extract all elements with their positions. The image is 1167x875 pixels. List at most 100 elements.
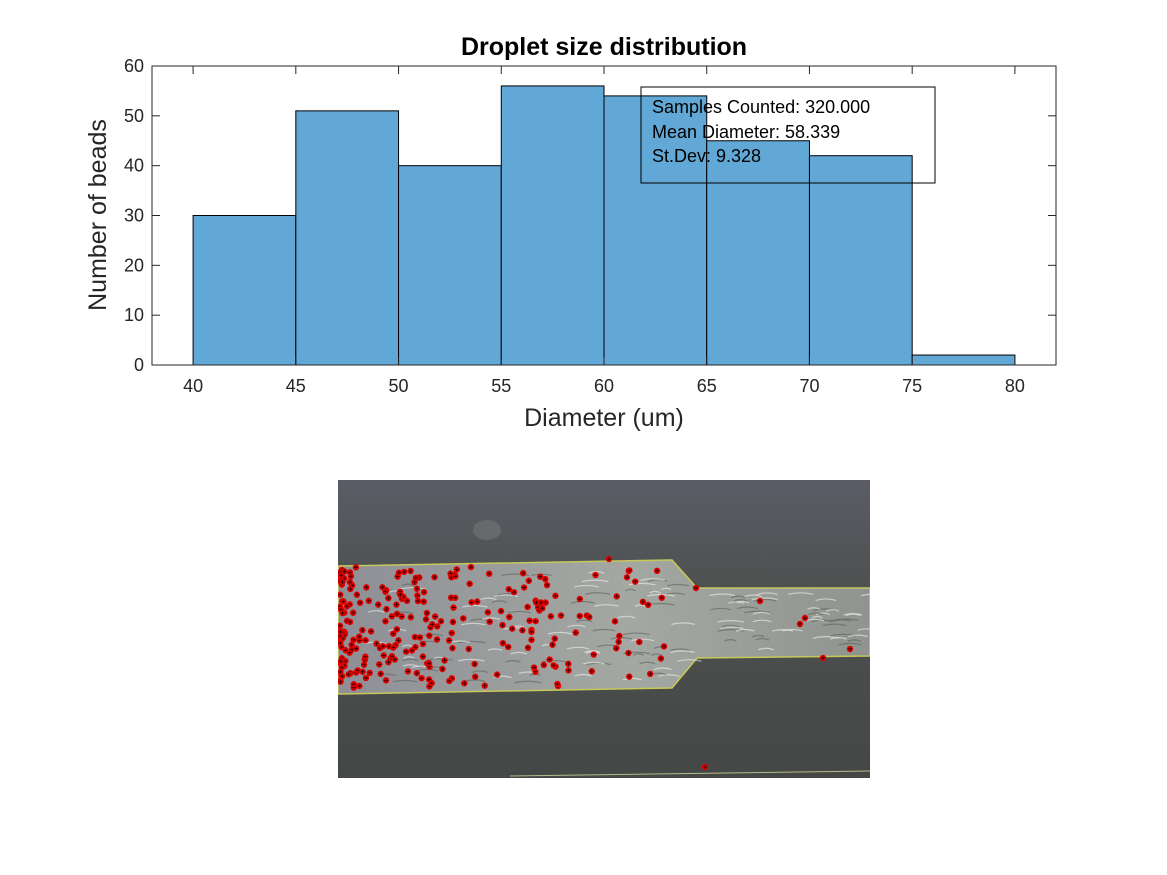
droplet-marker (393, 601, 400, 608)
droplet-marker (472, 673, 479, 680)
droplet-marker (355, 633, 363, 640)
droplet-marker (339, 609, 346, 617)
y-tick-label: 60 (124, 56, 144, 76)
droplet-marker (338, 622, 344, 629)
droplet-marker (586, 613, 593, 621)
ripple-line (574, 584, 599, 588)
droplet-marker (376, 661, 383, 668)
histogram-bar (808, 155, 913, 366)
ripple-line (660, 587, 672, 591)
ripple-line (755, 637, 770, 641)
x-tick-label: 75 (902, 376, 922, 396)
ripple-line (744, 594, 763, 598)
x-tick-label: 80 (1005, 376, 1025, 396)
droplet-marker (401, 568, 408, 576)
droplet-marker (528, 628, 535, 636)
ripple-line (628, 582, 656, 586)
ripple-line (825, 609, 840, 612)
droplet-marker (419, 640, 427, 648)
droplet-marker (510, 588, 518, 596)
droplet-marker (449, 644, 456, 652)
droplet-marker (448, 629, 455, 637)
ripple-line (724, 638, 737, 642)
stats-stdev: St.Dev: 9.328 (652, 146, 761, 166)
x-tick-label: 70 (799, 376, 819, 396)
ripple-line (622, 677, 642, 681)
ripple-line (584, 650, 600, 653)
droplet-marker (626, 673, 633, 680)
droplet-marker (615, 638, 622, 646)
blur-spot (473, 520, 501, 540)
droplet-marker (466, 580, 473, 587)
ripple-line (677, 659, 702, 662)
histogram-bar (295, 110, 400, 366)
ripple-line (838, 642, 863, 646)
droplet-marker (613, 644, 620, 652)
droplet-marker (338, 628, 344, 636)
droplet-marker (380, 652, 387, 659)
droplet-marker (547, 613, 555, 620)
droplet-marker (493, 671, 501, 678)
droplet-marker (437, 618, 445, 625)
ripple-line (401, 583, 415, 587)
droplet-marker (356, 682, 363, 690)
droplet-marker (653, 567, 661, 575)
droplet-marker (431, 573, 438, 581)
droplet-marker (423, 609, 431, 617)
droplet-marker (756, 597, 764, 605)
ripple-line (617, 615, 636, 619)
droplet-marker (420, 588, 428, 596)
droplet-marker (390, 644, 397, 651)
ripple-line (402, 664, 419, 667)
droplet-marker (626, 567, 633, 574)
droplet-marker (377, 670, 384, 678)
droplet-marker (565, 660, 572, 668)
ripple-line (717, 629, 745, 632)
ripple-line (639, 661, 656, 665)
ripple-line (782, 628, 803, 632)
droplet-marker (441, 657, 448, 664)
ripple-line (368, 610, 385, 613)
ripple-line (501, 573, 530, 577)
y-axis-label: Number of beads (84, 119, 112, 311)
ripple-line (470, 618, 489, 622)
histogram-bar (911, 354, 1016, 366)
droplet-marker (342, 647, 349, 654)
droplet-marker (611, 618, 619, 625)
droplet-marker (375, 601, 382, 608)
ripple-line (815, 598, 837, 602)
ripple-line (457, 640, 486, 644)
ripple-line (588, 570, 605, 574)
droplet-marker (407, 613, 415, 621)
ripple-line (822, 623, 847, 627)
droplet-marker (431, 613, 439, 620)
droplet-marker (623, 574, 631, 581)
ripple-line (671, 622, 696, 625)
ripple-line (574, 673, 592, 677)
droplet-marker (484, 609, 492, 616)
droplet-marker (453, 566, 460, 573)
droplet-marker (362, 637, 369, 644)
droplet-marker (426, 632, 433, 639)
ripple-line (508, 610, 531, 614)
droplet-marker (414, 592, 421, 599)
droplet-marker (471, 660, 478, 668)
droplet-marker (385, 594, 392, 602)
droplet-marker (473, 598, 481, 605)
chart-title: Droplet size distribution (461, 33, 747, 61)
ripple-line (392, 679, 418, 683)
ripple-line (584, 592, 611, 595)
droplet-marker (362, 674, 370, 682)
droplet-marker (338, 678, 344, 685)
droplet-marker (460, 615, 467, 622)
droplet-marker (846, 645, 854, 653)
ripple-line (860, 593, 870, 597)
x-tick-label: 55 (491, 376, 511, 396)
ripple-line (594, 604, 620, 607)
droplet-marker (338, 658, 345, 665)
droplet-marker (354, 667, 361, 674)
ripple-line (653, 667, 672, 671)
droplet-marker (338, 591, 344, 598)
droplet-marker (542, 575, 549, 583)
